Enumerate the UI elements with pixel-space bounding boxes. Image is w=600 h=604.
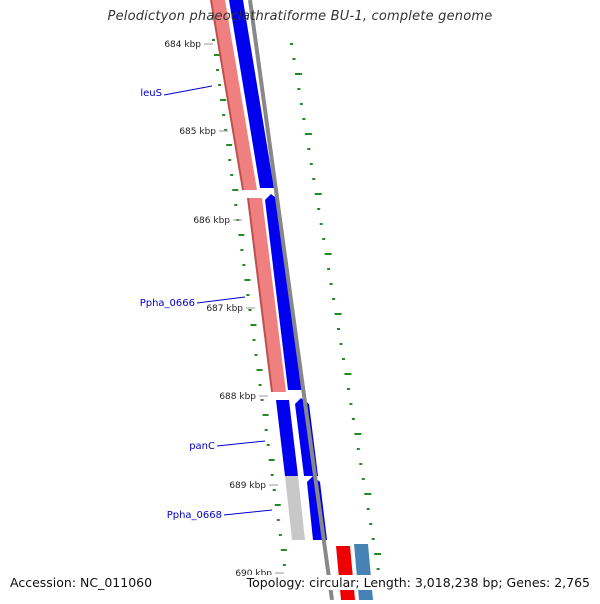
accession-text: Accession: NC_011060 [8, 575, 155, 590]
gene-ppha-0668 [285, 476, 305, 540]
tick-label: 688 kbp [219, 392, 256, 402]
gene-label: panC [189, 441, 215, 452]
tick-label: 689 kbp [229, 481, 266, 491]
gene-label-leader [163, 85, 213, 96]
cds-panC [276, 400, 298, 476]
gene-label-leader [216, 440, 266, 447]
gene-label: leuS [140, 88, 162, 99]
forward-cds-ppha-0666 [248, 198, 286, 392]
tick-label: 686 kbp [193, 216, 230, 226]
reverse-cds-2 [265, 194, 302, 390]
tick-marks: 684 kbp 685 kbp 686 kbp 687 kbp 688 kbp 689 k… [164, 40, 284, 579]
gene-label: Ppha_0668 [167, 510, 222, 521]
backbone-line [248, 0, 334, 601]
forward-cds-leuS [211, 0, 257, 190]
forward-cds-shade [247, 197, 273, 393]
gc-skew-track [212, 39, 382, 570]
feature-tracks [210, 0, 373, 601]
gene-label: Ppha_0666 [140, 298, 195, 309]
reverse-cds-1 [229, 0, 274, 188]
tick-label: 685 kbp [179, 127, 216, 137]
tick-label: 687 kbp [206, 304, 243, 314]
tick-label: 690 kbp [235, 569, 272, 579]
forward-cds-shade [210, 0, 244, 191]
genome-summary-text: Topology: circular; Length: 3,018,238 bp… [244, 575, 592, 590]
gene-label-leader [196, 296, 246, 304]
tick-label: 684 kbp [164, 40, 201, 50]
gene-label-leader [223, 509, 273, 516]
feature-red [336, 546, 355, 600]
gene-labels: leuS Ppha_0666 panC Ppha_0668 [140, 85, 273, 521]
feature-steelblue [354, 544, 373, 600]
map-title: Pelodictyon phaeoclathratiforme BU-1, co… [107, 9, 493, 24]
